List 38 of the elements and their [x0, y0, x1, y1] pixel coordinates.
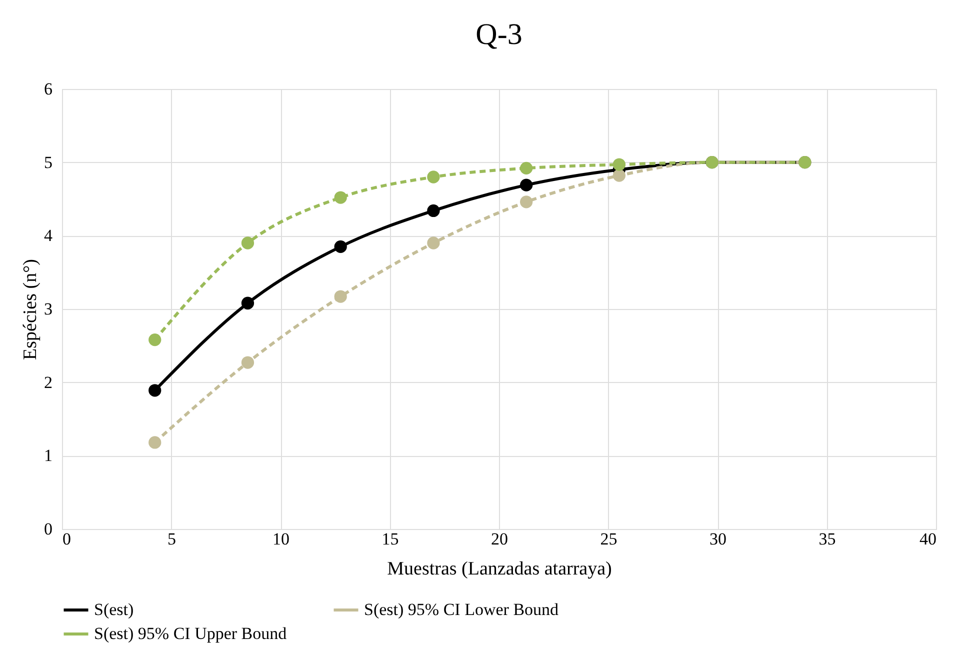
y-tick-label: 1 [44, 446, 52, 466]
point [148, 333, 162, 346]
y-tick-label: 5 [44, 152, 52, 172]
x-tick-label: 40 [920, 530, 936, 548]
point [241, 356, 254, 369]
point [334, 240, 347, 253]
chart-title: Q-3 [476, 18, 522, 51]
x-tick-label: 20 [491, 530, 508, 548]
point [520, 162, 533, 175]
point [427, 204, 440, 218]
x-tick-label: 10 [272, 530, 290, 548]
x-tick-label: 35 [818, 530, 836, 548]
point [520, 196, 533, 208]
x-tick-label: 25 [600, 530, 618, 548]
point [241, 236, 254, 250]
legend-label: S(est) [94, 600, 134, 619]
point [334, 290, 347, 303]
legend-label: S(est) 95% CI Upper Bound [94, 624, 288, 643]
point [334, 191, 347, 204]
x-tick-label: 5 [168, 530, 176, 548]
point [241, 296, 254, 310]
y-tick-label: 4 [44, 226, 53, 246]
x-axis-title: Muestras (Lanzadas atarraya) [387, 558, 612, 580]
point [148, 384, 162, 397]
y-tick-label: 3 [44, 300, 52, 318]
x-tick-label: 0 [62, 530, 71, 548]
y-axis-title: Espécies (n°) [20, 259, 41, 360]
x-tick-label: 15 [382, 530, 399, 548]
point [612, 169, 626, 182]
point [612, 158, 626, 171]
point [148, 436, 162, 449]
x-tick-label: 30 [710, 530, 726, 548]
point [520, 178, 533, 192]
y-tick-label: 6 [44, 80, 52, 98]
legend-label: S(est) 95% CI Lower Bound [364, 600, 560, 619]
y-tick-label: 2 [44, 372, 52, 392]
point [427, 236, 440, 250]
point [427, 170, 440, 184]
